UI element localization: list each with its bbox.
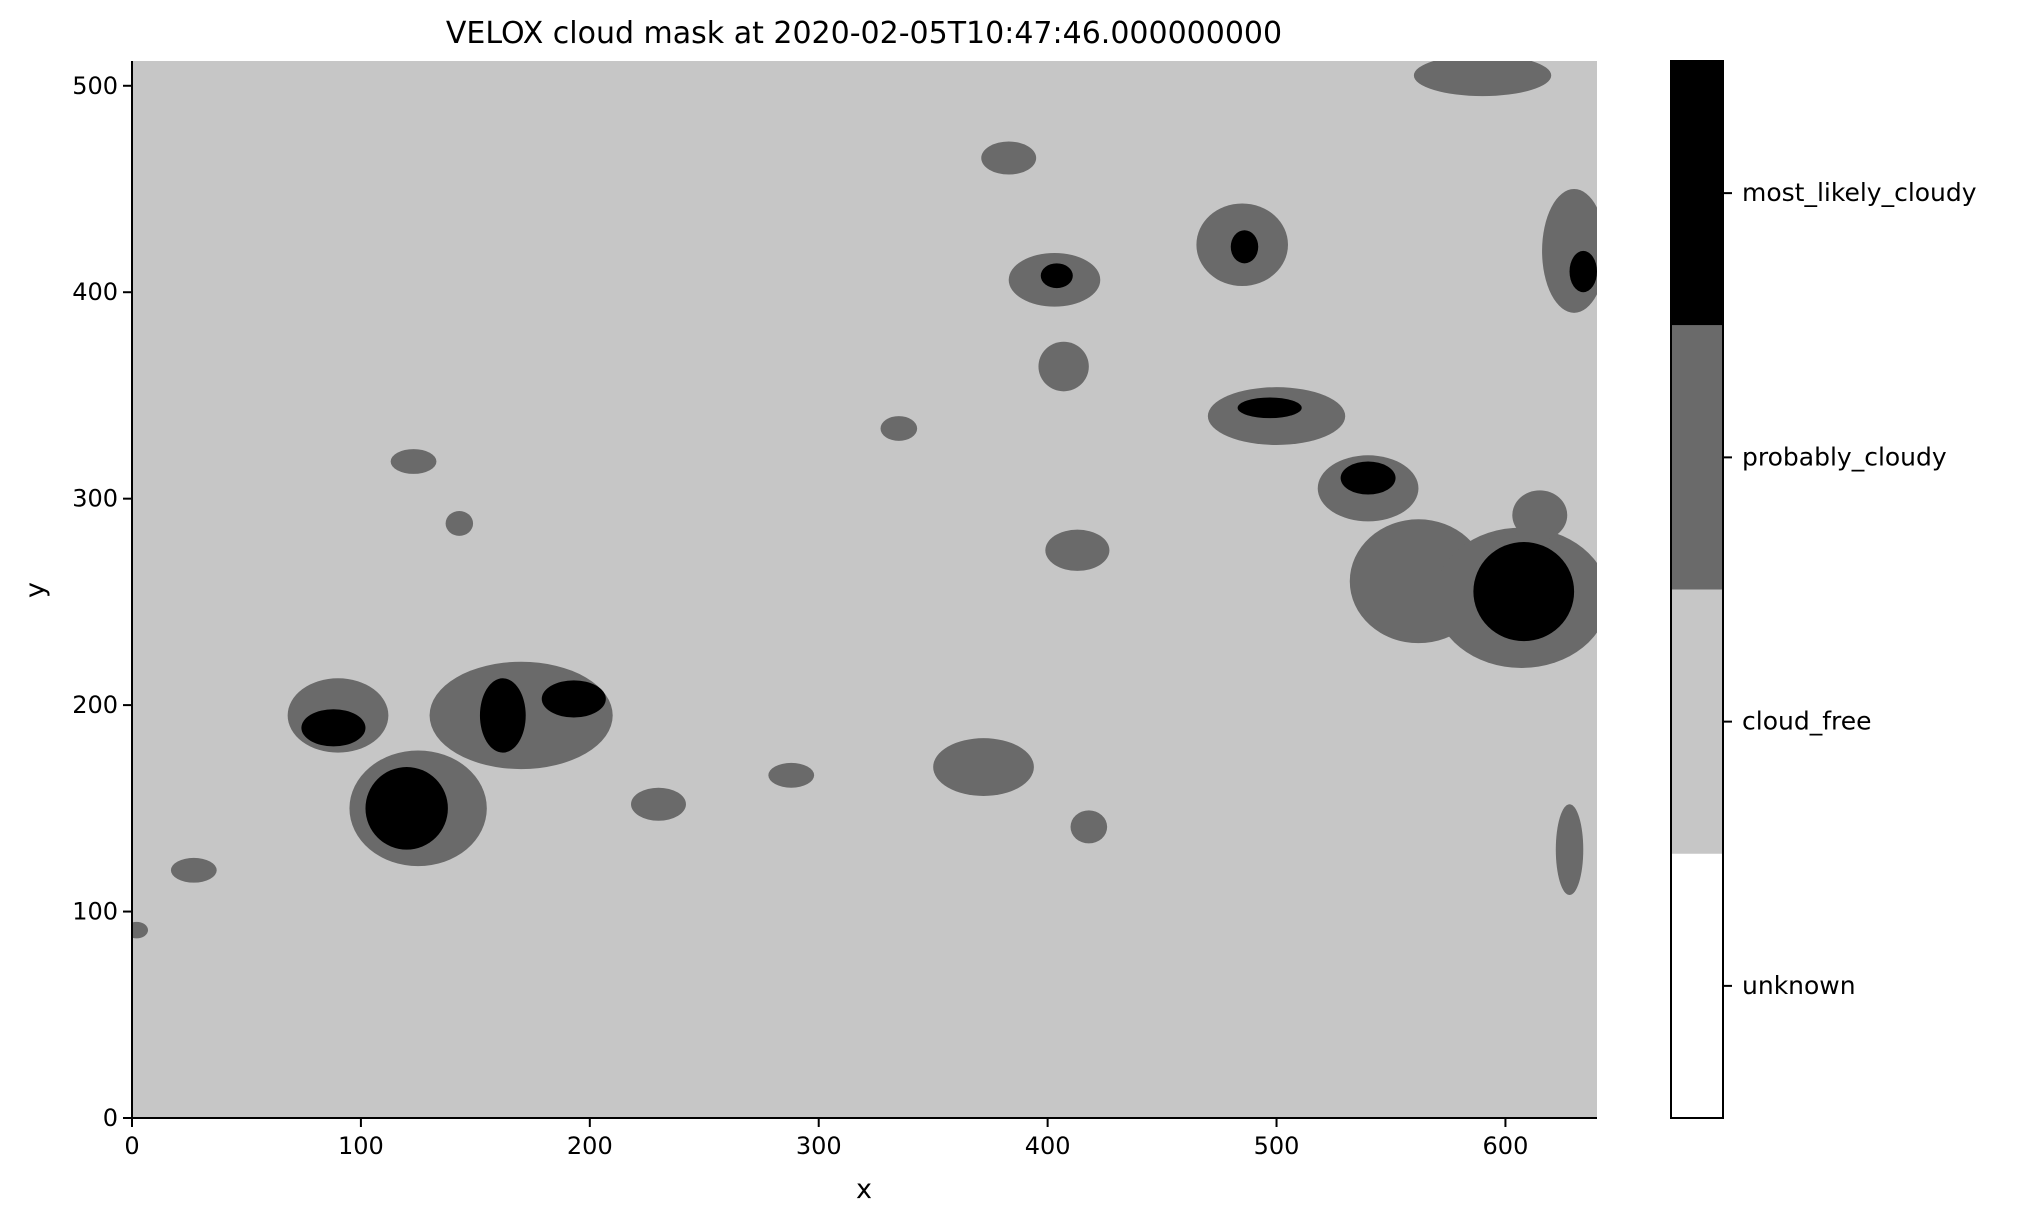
x-axis-label: x xyxy=(856,1174,872,1205)
cloud-region-most-likely-cloudy xyxy=(301,709,366,747)
colorbar-label: cloud_free xyxy=(1742,707,1872,736)
cloud-region-most-likely-cloudy xyxy=(365,767,448,850)
cloud-region-probably-cloudy xyxy=(981,141,1037,175)
cloud-region-probably-cloudy xyxy=(1555,804,1584,896)
cloud-region-probably-cloudy xyxy=(1045,529,1110,571)
x-tick-label: 600 xyxy=(1483,1132,1529,1160)
cloud-region-probably-cloudy xyxy=(880,416,918,441)
x-tick-label: 400 xyxy=(1025,1132,1071,1160)
cloud-region-probably-cloudy xyxy=(390,449,437,474)
cloud-region-most-likely-cloudy xyxy=(1340,461,1396,495)
cloud-region-most-likely-cloudy xyxy=(1230,230,1259,264)
x-tick-label: 500 xyxy=(1254,1132,1300,1160)
chart-title: VELOX cloud mask at 2020-02-05T10:47:46.… xyxy=(446,16,1282,51)
cloud-region-probably-cloudy xyxy=(1512,490,1568,540)
y-axis-label: y xyxy=(20,582,51,598)
colorbar-label: most_likely_cloudy xyxy=(1742,178,1977,207)
colorbar-segment-most-likely-cloudy xyxy=(1671,61,1723,326)
cloud-region-probably-cloudy xyxy=(170,857,217,883)
x-tick-label: 100 xyxy=(338,1132,384,1160)
y-tick-label: 400 xyxy=(72,278,118,306)
cloud-region-probably-cloudy xyxy=(1070,810,1108,844)
heatmap-area xyxy=(132,61,1597,1118)
cloud-region-probably-cloudy xyxy=(1413,61,1552,97)
y-tick-label: 300 xyxy=(72,485,118,513)
y-tick-label: 200 xyxy=(72,691,118,719)
cloud-region-most-likely-cloudy xyxy=(1040,263,1073,289)
x-tick-label: 200 xyxy=(567,1132,613,1160)
cloud-region-most-likely-cloudy xyxy=(1569,250,1597,293)
colorbar-segment-cloud-free xyxy=(1671,589,1723,854)
y-ticks: 0 100 200 300 400 500 xyxy=(72,72,132,1132)
colorbar-frame xyxy=(1670,60,1724,1119)
cloud-region-probably-cloudy xyxy=(1038,341,1089,392)
y-tick-label: 500 xyxy=(72,72,118,100)
cloud-region-probably-cloudy xyxy=(1542,189,1597,313)
cloud-region-probably-cloudy xyxy=(768,762,815,788)
colorbar-label: unknown xyxy=(1742,971,1856,1000)
cloud-region-probably-cloudy xyxy=(631,787,686,821)
colorbar-label: probably_cloudy xyxy=(1742,442,1947,471)
y-tick-label: 100 xyxy=(72,898,118,926)
x-tick-label: 0 xyxy=(124,1132,139,1160)
cloud-regions xyxy=(132,61,1597,939)
cloud-region-most-likely-cloudy xyxy=(1237,397,1302,419)
cloud-region-probably-cloudy xyxy=(132,921,149,939)
colorbar: unknown cloud_free probably_cloudy most_lik… xyxy=(1670,60,1977,1119)
colorbar-segment-unknown xyxy=(1671,853,1723,1118)
cloud-region-most-likely-cloudy xyxy=(479,678,526,753)
x-ticks: 0 100 200 300 400 500 600 xyxy=(124,1118,1528,1160)
cloud-region-most-likely-cloudy xyxy=(541,680,606,718)
y-tick-label: 0 xyxy=(103,1104,118,1132)
colorbar-segment-probably-cloudy xyxy=(1671,325,1723,590)
cloud-region-most-likely-cloudy xyxy=(1473,542,1575,642)
cloud-region-probably-cloudy xyxy=(445,511,474,536)
x-tick-label: 300 xyxy=(796,1132,842,1160)
cloud-region-probably-cloudy xyxy=(933,738,1034,796)
axes: 0 100 200 300 400 500 600 0 100 200 300 400 500 x y xyxy=(20,61,1597,1205)
